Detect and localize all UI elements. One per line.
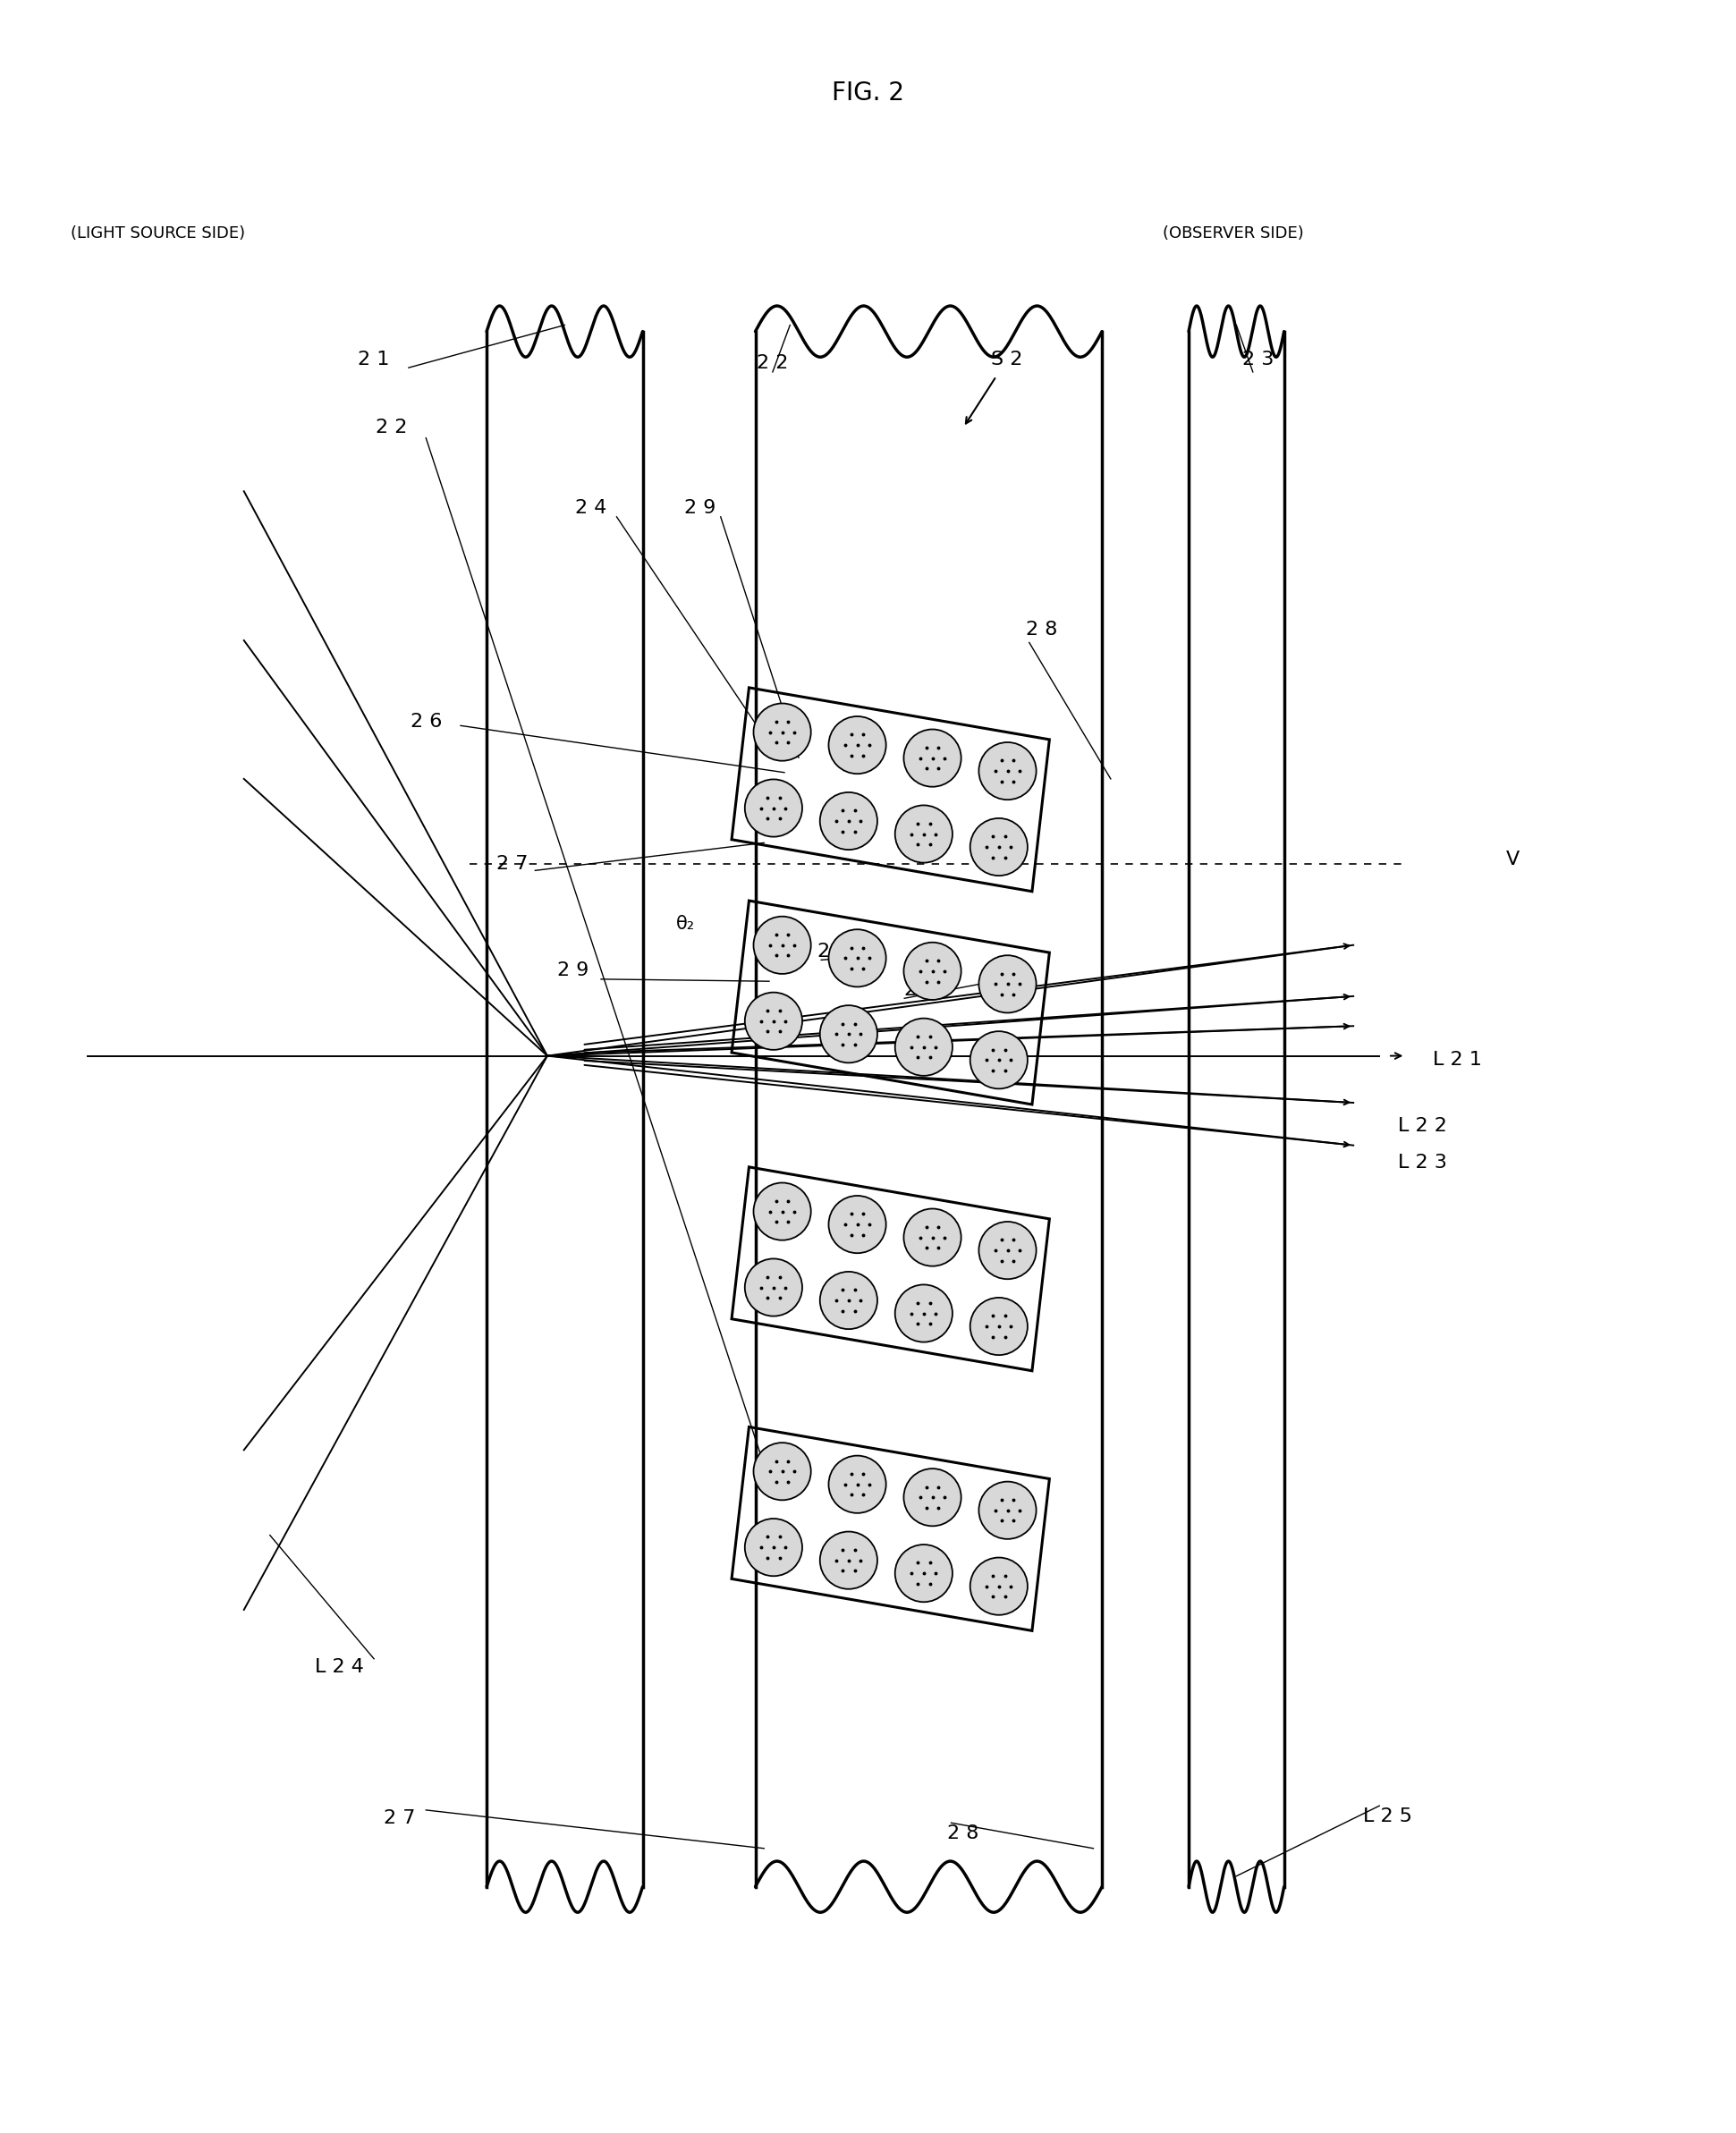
Text: 2 1: 2 1: [358, 350, 391, 369]
Ellipse shape: [896, 1544, 953, 1602]
Text: FIG. 2: FIG. 2: [832, 81, 904, 105]
Ellipse shape: [979, 742, 1036, 800]
Ellipse shape: [745, 992, 802, 1049]
Text: L 2 5: L 2 5: [1363, 1807, 1413, 1826]
Ellipse shape: [828, 930, 885, 988]
Text: 2 8: 2 8: [1026, 621, 1057, 638]
Text: 2 4: 2 4: [818, 943, 849, 960]
Text: 2 6: 2 6: [904, 981, 936, 998]
Ellipse shape: [753, 917, 811, 975]
Ellipse shape: [819, 1531, 877, 1589]
Text: (LIGHT SOURCE SIDE): (LIGHT SOURCE SIDE): [71, 224, 245, 241]
Ellipse shape: [896, 1284, 953, 1342]
Ellipse shape: [904, 1470, 962, 1525]
Text: 2 9: 2 9: [684, 499, 715, 516]
Ellipse shape: [904, 729, 962, 787]
Text: L 2 3: L 2 3: [1397, 1154, 1448, 1171]
Ellipse shape: [753, 1184, 811, 1239]
Text: 2 7: 2 7: [496, 855, 528, 872]
Ellipse shape: [979, 1222, 1036, 1280]
Text: 2 6: 2 6: [410, 712, 441, 729]
Ellipse shape: [753, 704, 811, 761]
Ellipse shape: [970, 1032, 1028, 1088]
Ellipse shape: [896, 1017, 953, 1075]
Text: 2 3: 2 3: [1243, 350, 1274, 369]
Text: 2 9: 2 9: [557, 962, 589, 979]
Ellipse shape: [745, 779, 802, 836]
Text: L 2 1: L 2 1: [1432, 1052, 1483, 1069]
Text: 2 7: 2 7: [384, 1809, 415, 1828]
Ellipse shape: [819, 1271, 877, 1329]
Ellipse shape: [970, 1297, 1028, 1354]
Ellipse shape: [904, 1209, 962, 1267]
Text: θ₂: θ₂: [677, 915, 696, 932]
Ellipse shape: [745, 1258, 802, 1316]
Text: 2 4: 2 4: [575, 499, 606, 516]
Text: S 2: S 2: [991, 350, 1023, 369]
Text: L 2 4: L 2 4: [314, 1657, 365, 1677]
Text: V: V: [1507, 851, 1519, 868]
Ellipse shape: [970, 819, 1028, 877]
Ellipse shape: [904, 943, 962, 1000]
Ellipse shape: [828, 717, 885, 774]
Ellipse shape: [753, 1442, 811, 1499]
Ellipse shape: [979, 956, 1036, 1013]
Text: 2 2: 2 2: [757, 354, 788, 373]
Ellipse shape: [819, 791, 877, 849]
Text: 2 8: 2 8: [948, 1824, 979, 1843]
Ellipse shape: [970, 1557, 1028, 1615]
Text: 2 2: 2 2: [375, 418, 408, 437]
Text: L 2 2: L 2 2: [1397, 1118, 1448, 1135]
Ellipse shape: [979, 1482, 1036, 1540]
Text: (OBSERVER SIDE): (OBSERVER SIDE): [1163, 224, 1304, 241]
Ellipse shape: [828, 1197, 885, 1254]
Ellipse shape: [896, 806, 953, 862]
Ellipse shape: [745, 1519, 802, 1576]
Ellipse shape: [828, 1455, 885, 1512]
Ellipse shape: [819, 1005, 877, 1062]
